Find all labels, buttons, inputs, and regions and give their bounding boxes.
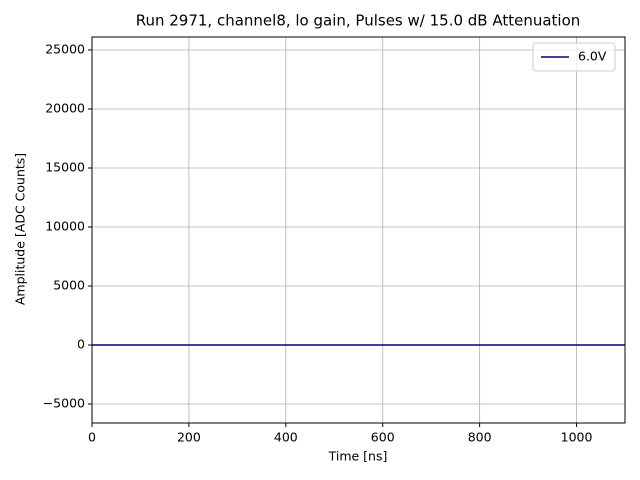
- x-tick-label: 1000: [561, 430, 593, 445]
- x-tick-label: 600: [371, 430, 395, 445]
- y-tick-label: 10000: [45, 218, 85, 233]
- y-tick-label: 20000: [45, 100, 85, 115]
- y-tick-label: −5000: [43, 396, 85, 411]
- x-tick-label: 400: [274, 430, 298, 445]
- y-tick-label: 5000: [53, 277, 85, 292]
- y-tick-label: 15000: [45, 159, 85, 174]
- x-tick-label: 800: [468, 430, 492, 445]
- x-axis-label: Time [ns]: [328, 449, 388, 464]
- plot-frame: [91, 36, 626, 424]
- legend-box: [532, 42, 616, 72]
- y-tick-label: 0: [77, 336, 85, 351]
- chart-title: Run 2971, channel8, lo gain, Pulses w/ 1…: [136, 12, 581, 30]
- legend-label: 6.0V: [578, 49, 607, 64]
- x-tick-label: 200: [177, 430, 201, 445]
- y-tick-label: 25000: [45, 41, 85, 56]
- x-tick-label: 0: [88, 430, 96, 445]
- y-axis-label: Amplitude [ADC Counts]: [13, 153, 28, 305]
